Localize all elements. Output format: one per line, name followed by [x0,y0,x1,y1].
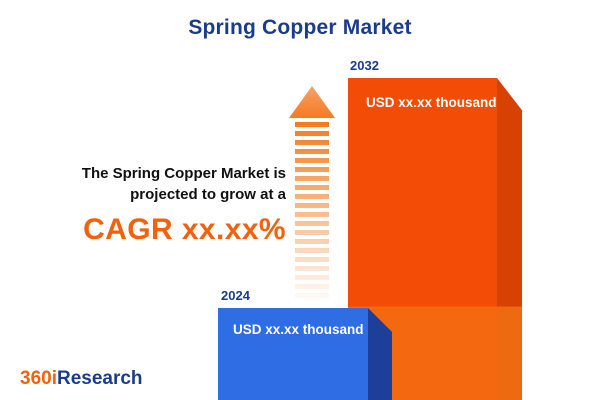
arrow-head-icon [289,86,335,118]
bar-2032-value-label: USD xx.xx thousand [366,95,497,110]
logo: 360iResearch [20,368,143,390]
growth-arrow-icon [289,86,335,300]
logo-research: Research [56,368,143,389]
bar-2032-year-label: 2032 [350,58,379,73]
arrow-shaft-dashes [295,122,329,300]
annotation-line2: projected to grow at a [130,186,286,203]
bar-2032-side-face [497,78,522,400]
annotation-line1: The Spring Copper Market is [81,165,286,182]
bar-2024: USD xx.xx thousand [218,308,368,400]
bar-2024-value-label: USD xx.xx thousand [233,322,364,337]
logo-360i: 360i [20,368,57,389]
cagr-value: CAGR xx.xx% [83,213,286,246]
page-title: Spring Copper Market [188,16,412,39]
growth-annotation: The Spring Copper Market is projected to… [38,163,286,247]
bar-2024-year-label: 2024 [221,288,250,303]
